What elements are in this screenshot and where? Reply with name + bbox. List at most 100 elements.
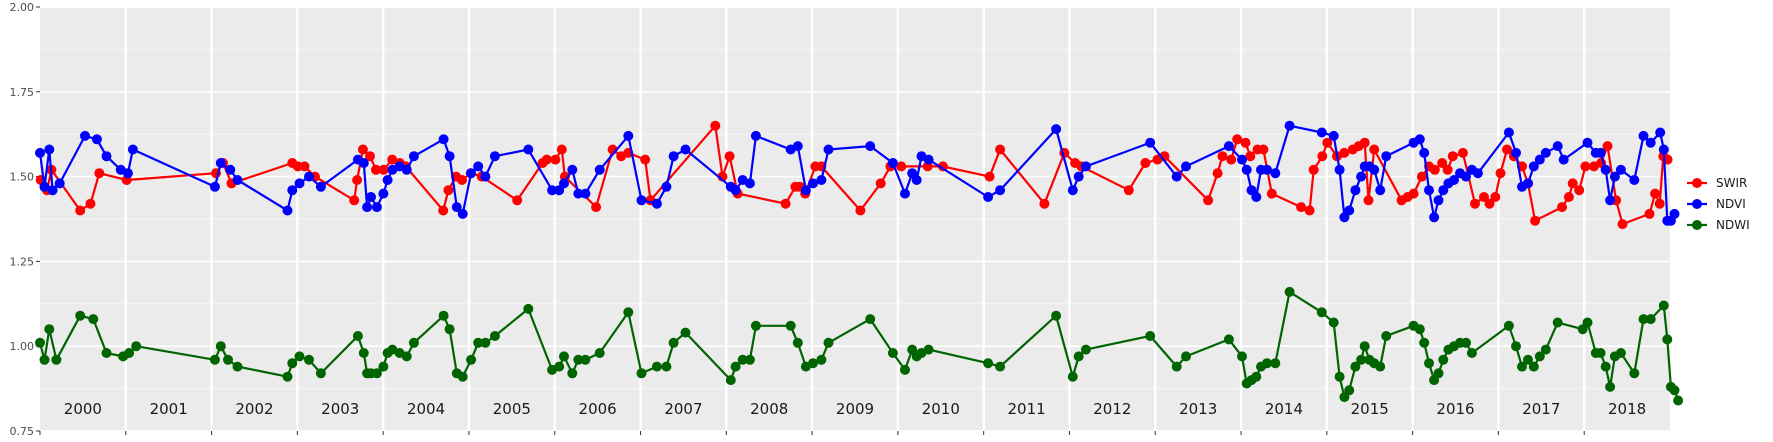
data-point <box>1654 198 1665 209</box>
legend-key-point <box>1692 199 1702 209</box>
data-point <box>282 371 293 382</box>
data-point <box>744 354 755 365</box>
data-point <box>750 320 761 331</box>
data-point <box>591 202 602 213</box>
year-label: 2013 <box>1179 400 1217 418</box>
data-point <box>101 348 112 358</box>
data-point <box>408 337 419 348</box>
y-tick-label: 2.00 <box>10 1 35 14</box>
data-point <box>1363 195 1374 206</box>
data-point <box>1051 310 1062 321</box>
data-point <box>209 354 220 365</box>
data-point <box>1308 164 1319 175</box>
data-point <box>315 368 326 379</box>
data-point <box>1251 192 1262 202</box>
data-point <box>995 361 1006 372</box>
data-point <box>1171 361 1182 372</box>
data-point <box>823 144 834 155</box>
legend-label: NDVI <box>1716 197 1746 211</box>
data-point <box>366 192 376 202</box>
data-point <box>1245 151 1256 162</box>
data-point <box>1344 205 1355 216</box>
year-label: 2001 <box>150 400 188 418</box>
data-point <box>1381 151 1392 162</box>
data-point <box>780 198 791 209</box>
data-point <box>900 188 910 199</box>
data-point <box>1503 320 1514 331</box>
data-point <box>1408 188 1419 199</box>
data-point <box>523 144 534 155</box>
data-point <box>457 208 468 219</box>
data-point <box>1582 317 1593 328</box>
data-point <box>995 185 1006 196</box>
data-point <box>983 192 994 202</box>
data-point <box>1461 337 1471 348</box>
data-point <box>1528 361 1539 372</box>
data-point <box>127 144 138 155</box>
data-point <box>1381 331 1392 341</box>
data-point <box>651 198 662 209</box>
data-point <box>875 178 886 189</box>
data-point <box>668 151 679 162</box>
data-point <box>1270 358 1281 369</box>
data-point <box>44 324 55 335</box>
data-point <box>1645 314 1656 325</box>
data-point <box>315 181 326 192</box>
data-point <box>792 141 803 152</box>
data-point <box>451 202 462 213</box>
data-point <box>1241 164 1252 175</box>
data-point <box>1181 161 1191 172</box>
data-point <box>1359 137 1370 148</box>
data-point <box>1540 147 1551 158</box>
data-point <box>1437 158 1448 168</box>
data-point <box>623 307 634 318</box>
data-point <box>387 154 398 165</box>
year-label: 2012 <box>1093 400 1131 418</box>
data-point <box>1080 161 1091 172</box>
year-label: 2015 <box>1351 400 1389 418</box>
data-point <box>1629 175 1640 185</box>
data-point <box>1563 192 1574 202</box>
data-point <box>35 147 45 158</box>
data-point <box>823 337 834 348</box>
data-point <box>1449 175 1459 185</box>
data-point <box>371 202 382 213</box>
data-point <box>1369 164 1380 175</box>
data-point <box>1262 358 1272 369</box>
data-point <box>466 354 477 365</box>
data-point <box>85 198 96 209</box>
data-point <box>1605 381 1616 392</box>
data-point <box>668 337 679 348</box>
data-point <box>443 185 454 196</box>
data-point <box>1073 351 1084 362</box>
legend-item-swir: SWIR <box>1687 176 1747 190</box>
series-layer <box>35 120 1684 406</box>
data-point <box>623 130 634 141</box>
data-point <box>1369 144 1380 155</box>
data-point <box>294 178 305 189</box>
data-point <box>1226 154 1237 165</box>
data-point <box>1574 185 1585 196</box>
data-point <box>473 161 484 172</box>
data-point <box>567 164 578 175</box>
data-point <box>378 188 389 199</box>
data-point <box>680 327 691 338</box>
data-point <box>1350 185 1361 196</box>
y-axis: 0.75 1.00 1.25 1.50 1.75 2.00 <box>10 1 40 438</box>
data-point <box>1080 344 1091 355</box>
data-point <box>294 351 305 362</box>
data-point <box>983 358 994 369</box>
data-point <box>1433 368 1444 379</box>
data-point <box>1534 154 1545 165</box>
data-point <box>438 310 449 321</box>
data-point <box>1334 164 1345 175</box>
data-point <box>1645 137 1656 148</box>
grid-minor <box>40 48 1670 390</box>
data-point <box>1284 120 1295 131</box>
data-point <box>401 164 412 175</box>
data-point <box>1258 144 1269 155</box>
data-point <box>304 171 314 182</box>
data-point <box>984 171 995 182</box>
data-point <box>1284 286 1295 297</box>
data-point <box>1615 348 1626 358</box>
